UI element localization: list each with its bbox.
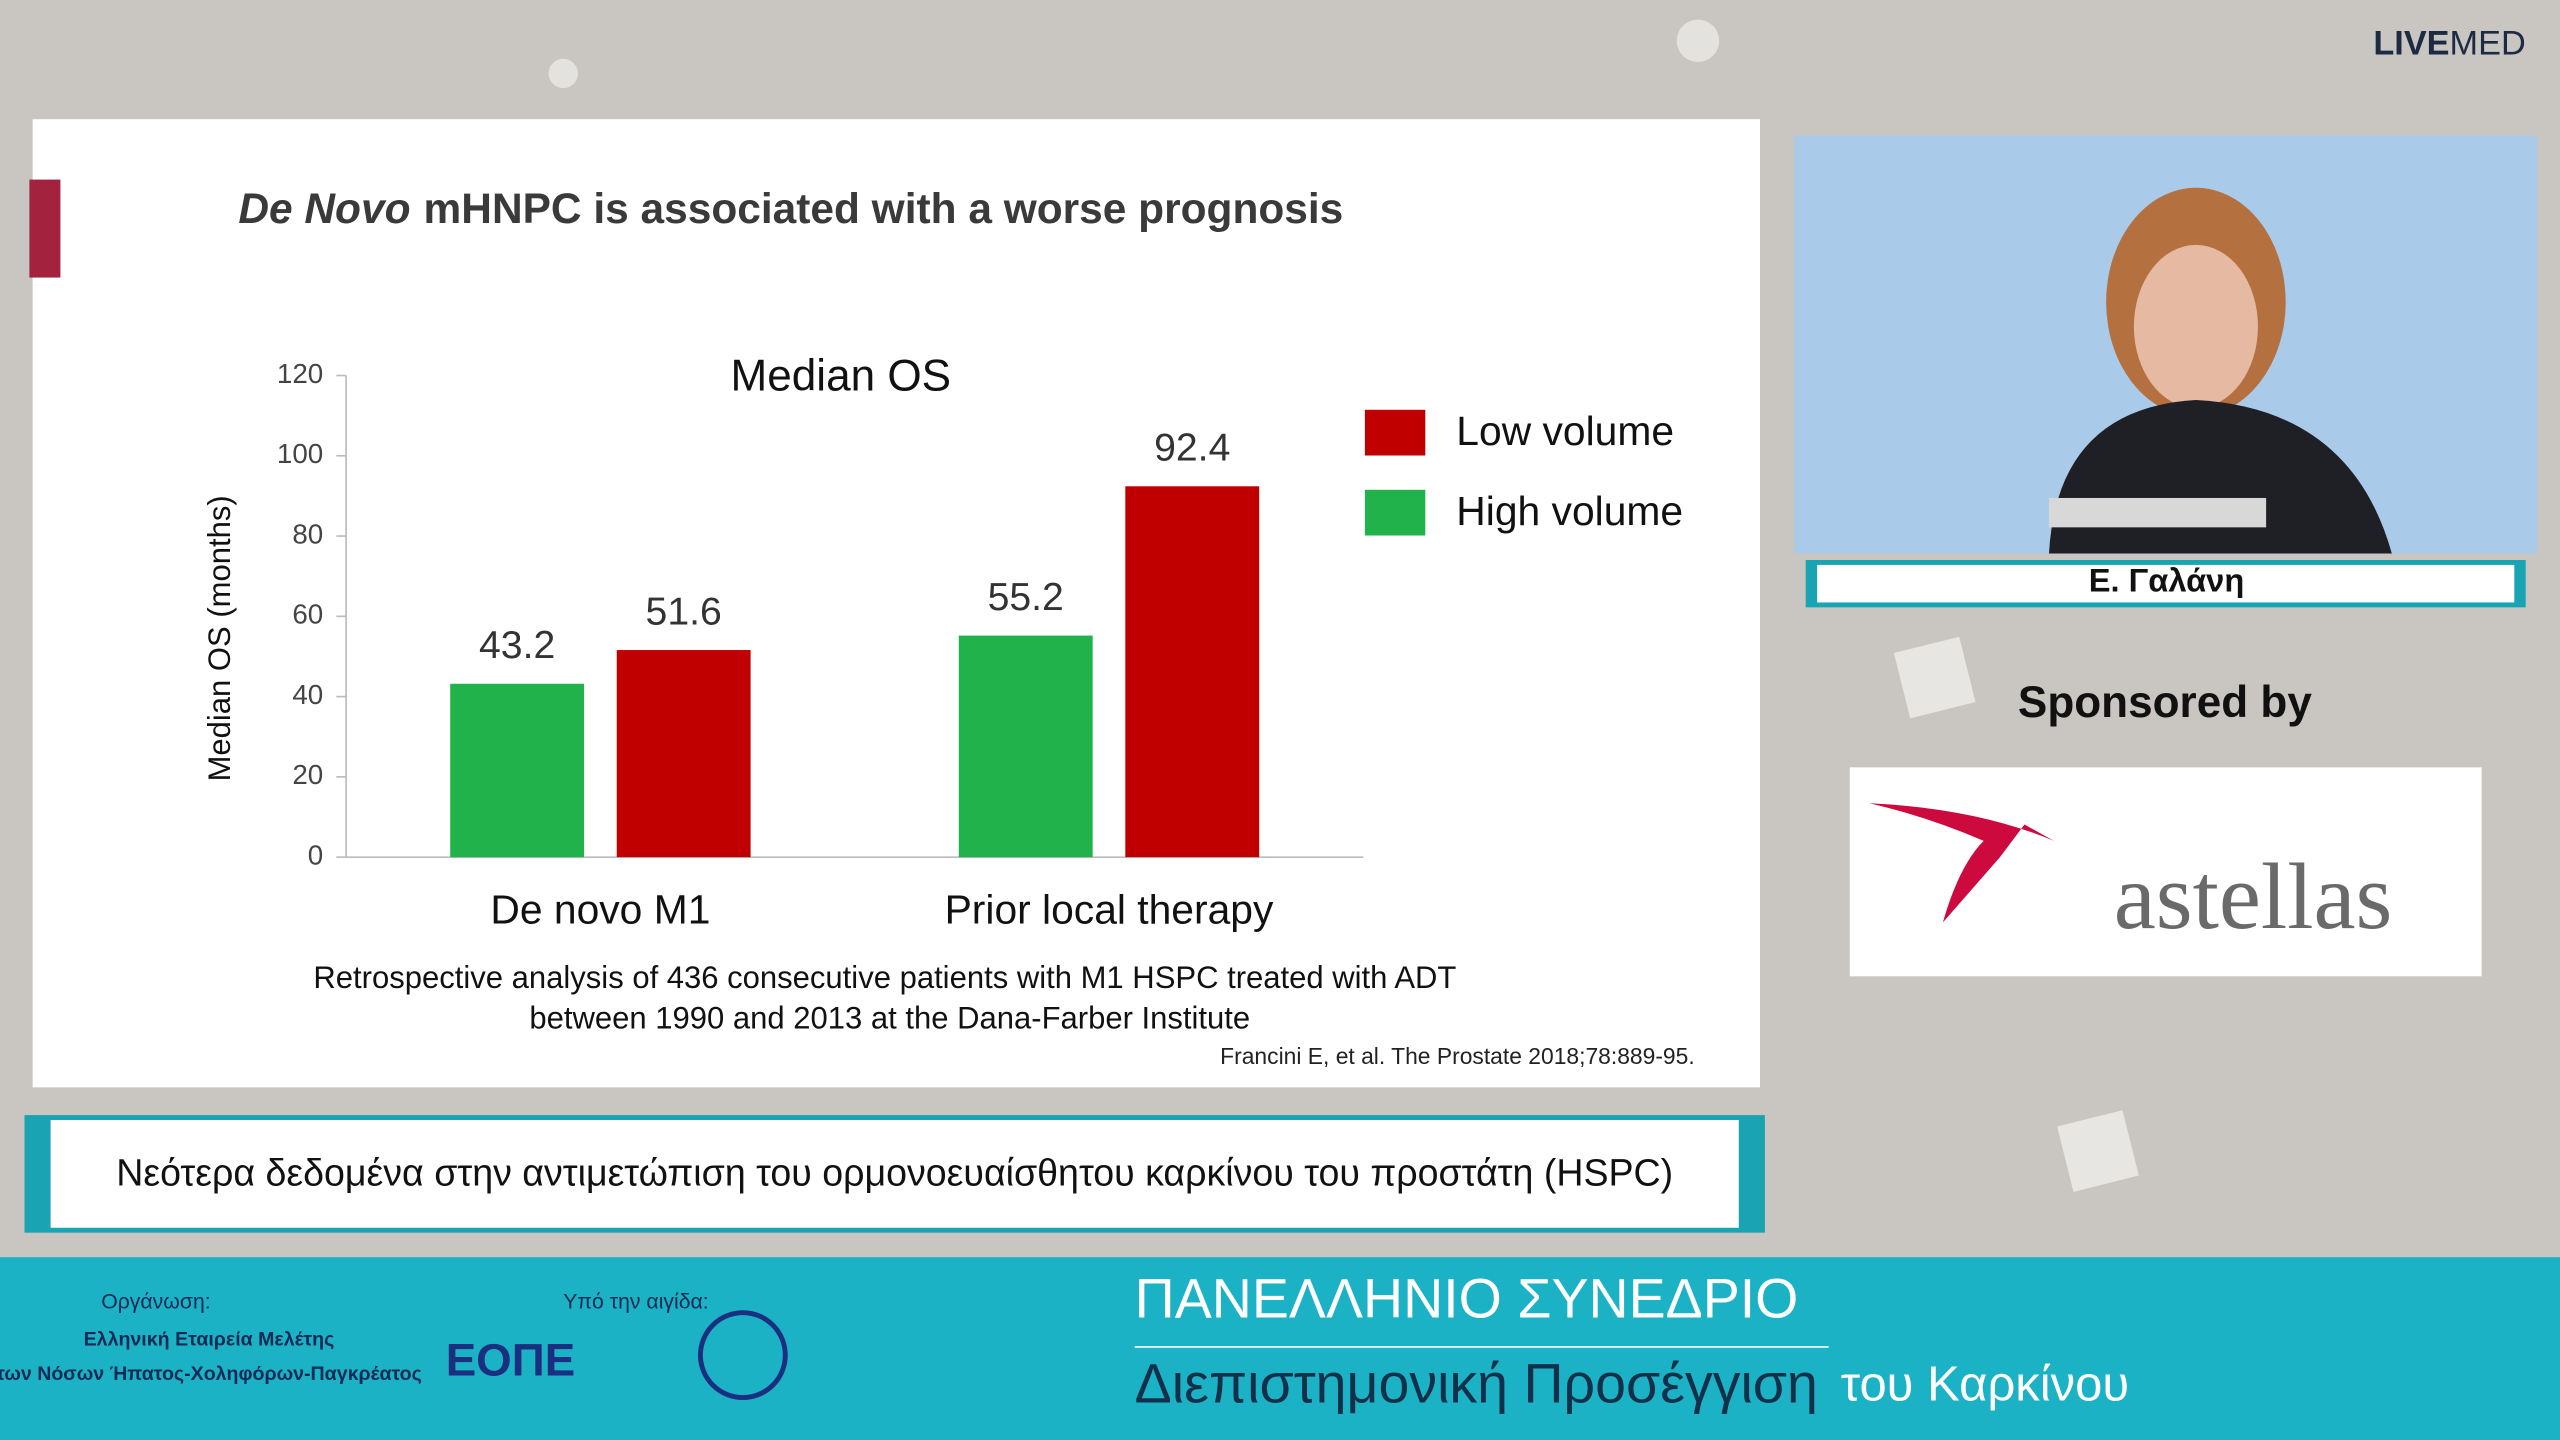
bar <box>1125 486 1260 858</box>
subtitle-b: του Καρκίνου <box>1841 1358 2129 1412</box>
x-tick-label: De novo M1 <box>490 886 710 932</box>
legend-swatch <box>1364 489 1426 536</box>
logo-text: astellas <box>2114 845 2393 949</box>
y-tick-label: 40 <box>292 679 323 710</box>
aegis-logo <box>697 1310 788 1400</box>
y-tick-label: 0 <box>308 839 323 870</box>
chart-title: Median OS <box>731 351 952 400</box>
data-label: 55.2 <box>988 576 1064 619</box>
slide-accent <box>29 179 61 278</box>
bar <box>450 683 585 858</box>
bar <box>958 635 1093 858</box>
caption: between 1990 and 2013 at the Dana-Farber… <box>529 1001 1250 1036</box>
session-title: Νεότερα δεδομένα στην αντιμετώπιση του ο… <box>116 1151 1673 1193</box>
footer <box>0 1257 2560 1440</box>
bubble <box>1676 19 1720 63</box>
legend-label: Low volume <box>1456 408 1674 454</box>
lower-third-inner <box>50 1120 1739 1228</box>
brand-light: MED <box>2450 25 2526 63</box>
y-tick-label: 20 <box>292 759 323 790</box>
y-tick-label: 80 <box>292 518 323 549</box>
brand: LIVEMED <box>2373 25 2525 63</box>
name-plate-inner <box>1817 564 2515 603</box>
caption: Retrospective analysis of 436 consecutiv… <box>313 960 1456 995</box>
title-rest: mHNPC is associated with a worse prognos… <box>424 185 1344 232</box>
x-tick-label: Prior local therapy <box>945 886 1274 932</box>
cube <box>2057 1110 2139 1192</box>
sponsor-logo <box>1849 767 2482 977</box>
aegis-label: Υπό την αιγίδα: <box>563 1290 708 1313</box>
legend-swatch <box>1364 409 1426 456</box>
brand-bold: LIVE <box>2373 25 2449 63</box>
y-tick-label: 100 <box>277 438 323 469</box>
org-name: των Νόσων Ήπατος-Χοληφόρων-Παγκρέατος <box>0 1363 422 1385</box>
logo-mark <box>1869 803 2054 923</box>
org-name: Ελληνική Εταιρεία Μελέτης <box>84 1329 335 1351</box>
title-italic: De Novo <box>238 185 410 232</box>
sponsor-label: Sponsored by <box>2018 678 2312 727</box>
y-axis-label: Median OS (months) <box>202 495 237 781</box>
lectern <box>2048 497 2267 528</box>
y-tick-label: 60 <box>292 599 323 630</box>
bubble <box>548 58 578 89</box>
org-label: Οργάνωση: <box>101 1290 210 1313</box>
congress-subtitle: Διεπιστημονική Προσέγγιση του Καρκίνου <box>1135 1352 2129 1414</box>
congress-title: ΠΑΝΕΛΛΗΝΙΟ ΣΥΝΕΔΡΙΟ <box>1135 1268 1799 1330</box>
eope-logo: ΕΟΠΕ <box>446 1334 576 1385</box>
y-tick-label: 120 <box>277 358 323 389</box>
data-label: 51.6 <box>646 590 722 633</box>
bar <box>616 650 751 858</box>
data-label: 92.4 <box>1154 427 1230 470</box>
slide <box>32 119 1760 1088</box>
speaker-face <box>2133 244 2258 409</box>
citation: Francini E, et al. The Prostate 2018;78:… <box>1220 1043 1695 1069</box>
speaker-name: Ε. Γαλάνη <box>2089 561 2245 598</box>
legend-label: High volume <box>1456 488 1683 534</box>
data-label: 43.2 <box>479 624 555 667</box>
slide-title: De Novo mHNPC is associated with a worse … <box>238 185 1343 232</box>
cube <box>1893 636 1976 719</box>
subtitle-a: Διεπιστημονική Προσέγγιση <box>1135 1352 1818 1414</box>
